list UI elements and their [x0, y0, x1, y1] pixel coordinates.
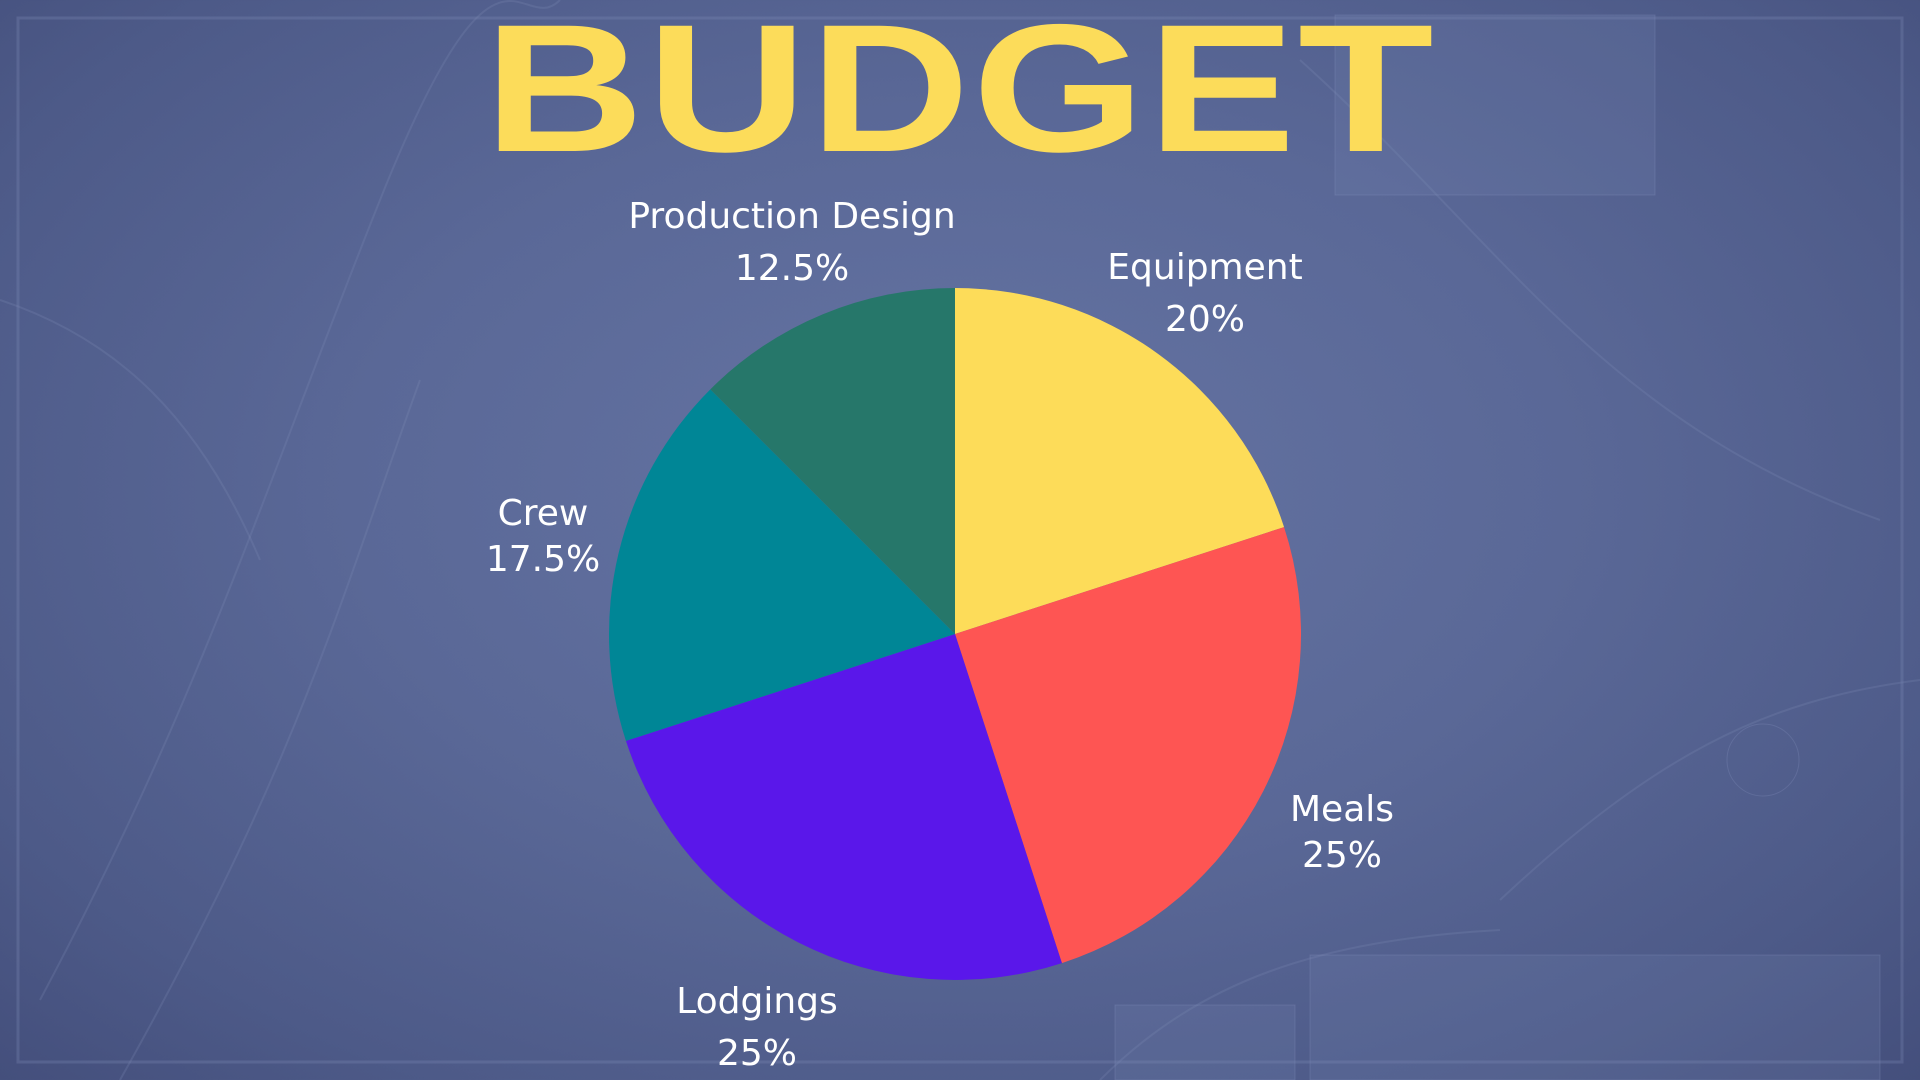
slice-label-production-design: Production Design: [628, 196, 955, 237]
pie-slice-equipment: [955, 288, 1285, 634]
slide-title: BUDGET: [483, 0, 1437, 190]
pie-slice-production-design: [710, 288, 955, 634]
slice-value-production-design: 12.5%: [735, 248, 849, 289]
slice-value-meals: 25%: [1302, 835, 1382, 876]
slice-value-crew: 17.5%: [486, 539, 600, 580]
slice-label-meals: Meals: [1290, 789, 1394, 830]
pie-slice-lodgings: [625, 634, 1062, 980]
pie-slice-crew: [609, 389, 955, 741]
slice-label-crew: Crew: [498, 493, 589, 534]
slice-label-equipment: Equipment: [1107, 247, 1302, 288]
slice-label-lodgings: Lodgings: [676, 981, 838, 1022]
pie-slice-meals: [955, 527, 1301, 964]
slice-value-lodgings: 25%: [717, 1033, 797, 1074]
slice-value-equipment: 20%: [1165, 299, 1245, 340]
